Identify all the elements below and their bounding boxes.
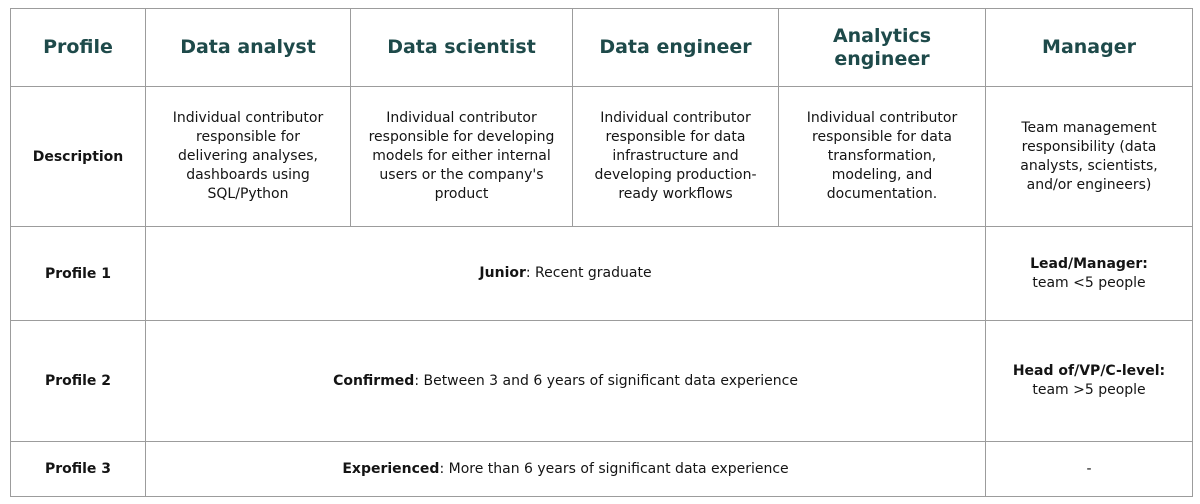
- description-data-analyst: Individual contributor responsible for d…: [145, 86, 351, 227]
- profile-3-detail: : More than 6 years of significant data …: [439, 460, 789, 477]
- profile-2-manager-level: Head of/VP/C-level:: [1012, 363, 1166, 379]
- header-row: Profile Data analyst Data scientist Data…: [10, 8, 1193, 87]
- description-analytics-engineer: Individual contributor responsible for d…: [778, 86, 986, 227]
- header-data-scientist: Data scientist: [350, 8, 573, 87]
- header-profile: Profile: [10, 8, 146, 87]
- profile-1-description: Junior: Recent graduate: [145, 226, 986, 321]
- profile-1-label: Profile 1: [10, 226, 146, 321]
- description-row: Description Individual contributor respo…: [10, 86, 1193, 227]
- profile-2-manager-detail: team >5 people: [1032, 382, 1146, 398]
- description-data-engineer: Individual contributor responsible for d…: [572, 86, 779, 227]
- description-data-scientist: Individual contributor responsible for d…: [350, 86, 573, 227]
- profile-1-manager-detail: team <5 people: [1032, 274, 1146, 291]
- description-manager: Team management responsibility (data ana…: [985, 86, 1193, 227]
- profile-2-detail: : Between 3 and 6 years of significant d…: [414, 372, 798, 389]
- profile-2-description: Confirmed: Between 3 and 6 years of sign…: [145, 320, 986, 442]
- profile-2-label: Profile 2: [10, 320, 146, 442]
- profile-2-manager: Head of/VP/C-level: team >5 people: [985, 320, 1193, 442]
- profile-2-row: Profile 2 Confirmed: Between 3 and 6 yea…: [10, 320, 1193, 442]
- profile-1-detail: : Recent graduate: [525, 265, 652, 281]
- profile-1-row: Profile 1 Junior: Recent graduate Lead/M…: [10, 226, 1193, 321]
- profile-3-manager: -: [985, 441, 1193, 497]
- profile-1-manager-level: Lead/Manager:: [1030, 255, 1148, 272]
- profile-3-description: Experienced: More than 6 years of signif…: [145, 441, 986, 497]
- header-data-engineer: Data engineer: [572, 8, 779, 87]
- profiles-table: Profile Data analyst Data scientist Data…: [10, 8, 1193, 497]
- header-manager: Manager: [985, 8, 1193, 87]
- profile-2-level: Confirmed: [333, 372, 415, 389]
- profile-3-level: Experienced: [342, 460, 440, 477]
- description-label: Description: [10, 86, 146, 227]
- header-data-analyst: Data analyst: [145, 8, 351, 87]
- profile-3-row: Profile 3 Experienced: More than 6 years…: [10, 441, 1193, 497]
- header-analytics-engineer: Analytics engineer: [778, 8, 986, 87]
- profile-1-manager: Lead/Manager: team <5 people: [985, 226, 1193, 321]
- profile-3-label: Profile 3: [10, 441, 146, 497]
- profile-1-level: Junior: [479, 265, 526, 281]
